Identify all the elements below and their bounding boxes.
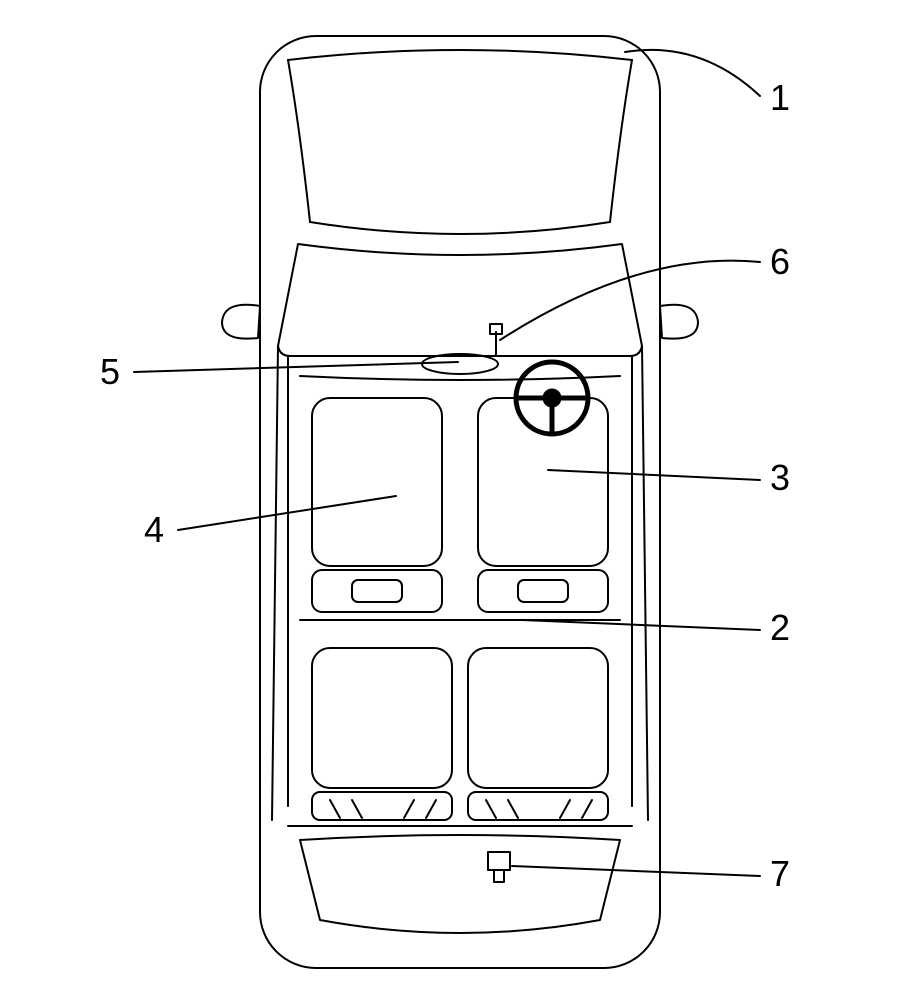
callout-label-2: 2 bbox=[770, 610, 790, 646]
rear-seat-left bbox=[312, 648, 452, 820]
callout-label-6: 6 bbox=[770, 244, 790, 280]
front-seat-right bbox=[478, 398, 608, 612]
rear-sensor-stem bbox=[494, 870, 504, 882]
callout-label-7: 7 bbox=[770, 856, 790, 892]
callout-label-1: 1 bbox=[770, 80, 790, 116]
hood-rear-edge bbox=[310, 222, 610, 234]
mirror-left bbox=[222, 305, 260, 339]
hood-right bbox=[610, 60, 632, 222]
leader-7 bbox=[512, 866, 760, 876]
front-seat-left bbox=[312, 398, 442, 612]
leader-3 bbox=[548, 470, 760, 480]
rear-sensor-body bbox=[488, 852, 510, 870]
car-diagram-svg bbox=[0, 0, 918, 1000]
callout-label-4: 4 bbox=[144, 512, 164, 548]
mirror-right bbox=[660, 305, 698, 339]
leader-6 bbox=[500, 261, 760, 340]
callout-label-5: 5 bbox=[100, 354, 120, 390]
hood-front-edge bbox=[288, 50, 632, 60]
rear-seat-right bbox=[468, 648, 608, 820]
rear-window bbox=[300, 835, 620, 933]
leader-5 bbox=[134, 362, 458, 372]
diagram-canvas: 1 6 5 3 4 2 7 bbox=[0, 0, 918, 1000]
cabin-right-line bbox=[642, 346, 648, 820]
leader-1 bbox=[625, 50, 760, 96]
windshield bbox=[278, 244, 642, 356]
callout-label-3: 3 bbox=[770, 460, 790, 496]
car-body-outline bbox=[260, 36, 660, 968]
dashboard-lower bbox=[300, 376, 620, 380]
leader-2 bbox=[522, 620, 760, 630]
cabin-left-line bbox=[272, 346, 278, 820]
callout-leaders bbox=[134, 50, 760, 876]
hood-left bbox=[288, 60, 310, 222]
